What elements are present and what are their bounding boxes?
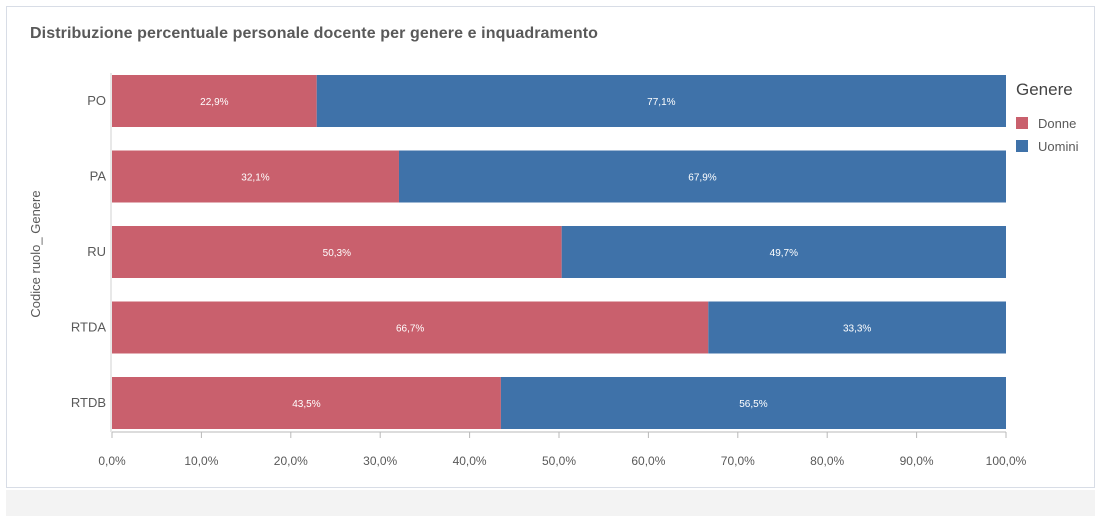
x-tick-label: 60,0%: [631, 454, 665, 468]
bar-uomini: [398, 150, 1006, 203]
footer-strip: [6, 490, 1095, 516]
category-label: RU: [87, 244, 106, 259]
category-label: RTDB: [71, 395, 106, 410]
chart-title: Distribuzione percentuale personale doce…: [30, 25, 599, 42]
x-tick-label: 50,0%: [542, 454, 576, 468]
legend-label: Donne: [1038, 116, 1076, 131]
bar-donne: [112, 377, 501, 429]
x-tick-label: 70,0%: [721, 454, 755, 468]
bar-uomini: [500, 377, 1006, 429]
bar-donne: [112, 301, 709, 354]
bar-uomini: [708, 301, 1006, 354]
data-label: 77,1%: [647, 97, 675, 108]
data-label: 32,1%: [241, 173, 269, 184]
category-label: RTDA: [71, 320, 106, 335]
bar-uomini: [316, 75, 1006, 127]
x-tick-label: 100,0%: [986, 454, 1027, 468]
data-label: 49,7%: [770, 248, 798, 259]
bar-uomini: [561, 226, 1006, 278]
legend-swatch-donne: [1016, 117, 1028, 129]
x-tick-label: 30,0%: [363, 454, 397, 468]
y-axis-title: Codice ruolo_ Genere: [28, 190, 43, 317]
x-tick-label: 90,0%: [900, 454, 934, 468]
data-label: 67,9%: [688, 173, 716, 184]
x-tick-label: 10,0%: [184, 454, 218, 468]
legend-label: Uomini: [1038, 139, 1079, 154]
data-label: 66,7%: [396, 324, 424, 335]
x-tick-label: 0,0%: [98, 454, 126, 468]
bar-donne: [112, 150, 399, 203]
data-label: 50,3%: [323, 248, 351, 259]
x-tick-label: 40,0%: [453, 454, 487, 468]
legend-swatch-uomini: [1016, 140, 1028, 152]
bar-donne: [112, 226, 562, 278]
data-label: 22,9%: [200, 97, 228, 108]
category-label: PA: [90, 169, 107, 184]
legend-title: Genere: [1016, 80, 1073, 99]
data-label: 56,5%: [739, 399, 767, 410]
bar-donne: [112, 75, 317, 127]
category-label: PO: [87, 93, 106, 108]
x-tick-label: 80,0%: [810, 454, 844, 468]
data-label: 43,5%: [292, 399, 320, 410]
data-label: 33,3%: [843, 324, 871, 335]
x-tick-label: 20,0%: [274, 454, 308, 468]
